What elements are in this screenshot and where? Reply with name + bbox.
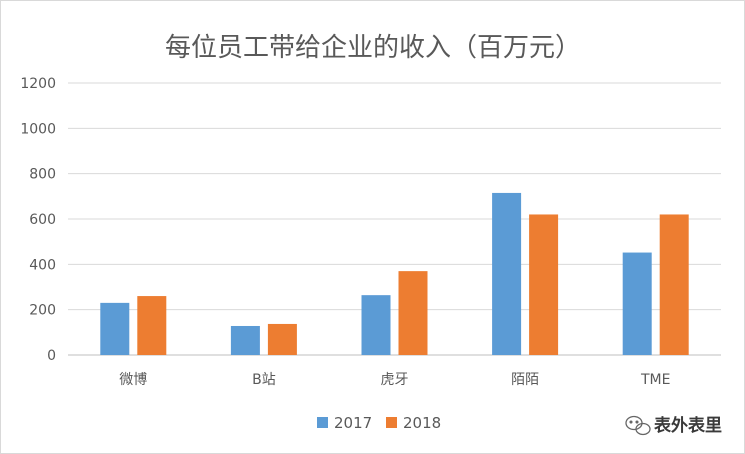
legend-swatch-2017 [317,417,328,428]
x-tick-label: 陌陌 [511,372,539,388]
x-axis-ticks: 微博 B站 虎牙 陌陌 TME [119,371,670,388]
wechat-icon [625,415,651,436]
grid-layer [68,82,721,356]
x-tick-label: 微博 [119,371,147,388]
bar-2018 [137,296,167,355]
legend-label-2018: 2018 [403,414,441,432]
y-tick-label: 200 [29,303,56,319]
y-tick-label: 1200 [20,76,56,92]
chart-title: 每位员工带给企业的收入（百万元） [165,33,581,63]
bar-2018 [398,271,428,355]
x-tick-label: TME [640,372,670,388]
y-tick-label: 400 [29,257,56,273]
bar-2018 [529,214,559,355]
y-axis-ticks: 0 200 400 600 800 1000 1200 [20,76,56,364]
x-tick-label: B站 [252,372,276,388]
bar-2017 [492,192,522,355]
y-tick-label: 800 [29,167,56,183]
bars-layer [100,192,689,355]
bar-2018 [267,323,297,355]
y-tick-label: 600 [29,212,56,228]
watermark-text: 表外表里 [654,415,722,436]
bar-2017 [230,325,260,355]
legend: 2017 2018 [317,414,441,432]
bar-2018 [659,214,689,355]
legend-swatch-2018 [386,417,397,428]
legend-label-2017: 2017 [334,414,372,432]
bar-2017 [361,295,391,355]
x-tick-label: 虎牙 [381,372,409,388]
bar-2017 [622,252,652,355]
y-tick-label: 1000 [20,121,56,137]
y-tick-label: 0 [47,348,56,364]
watermark: 表外表里 [625,415,722,436]
bar-2017 [100,302,130,355]
